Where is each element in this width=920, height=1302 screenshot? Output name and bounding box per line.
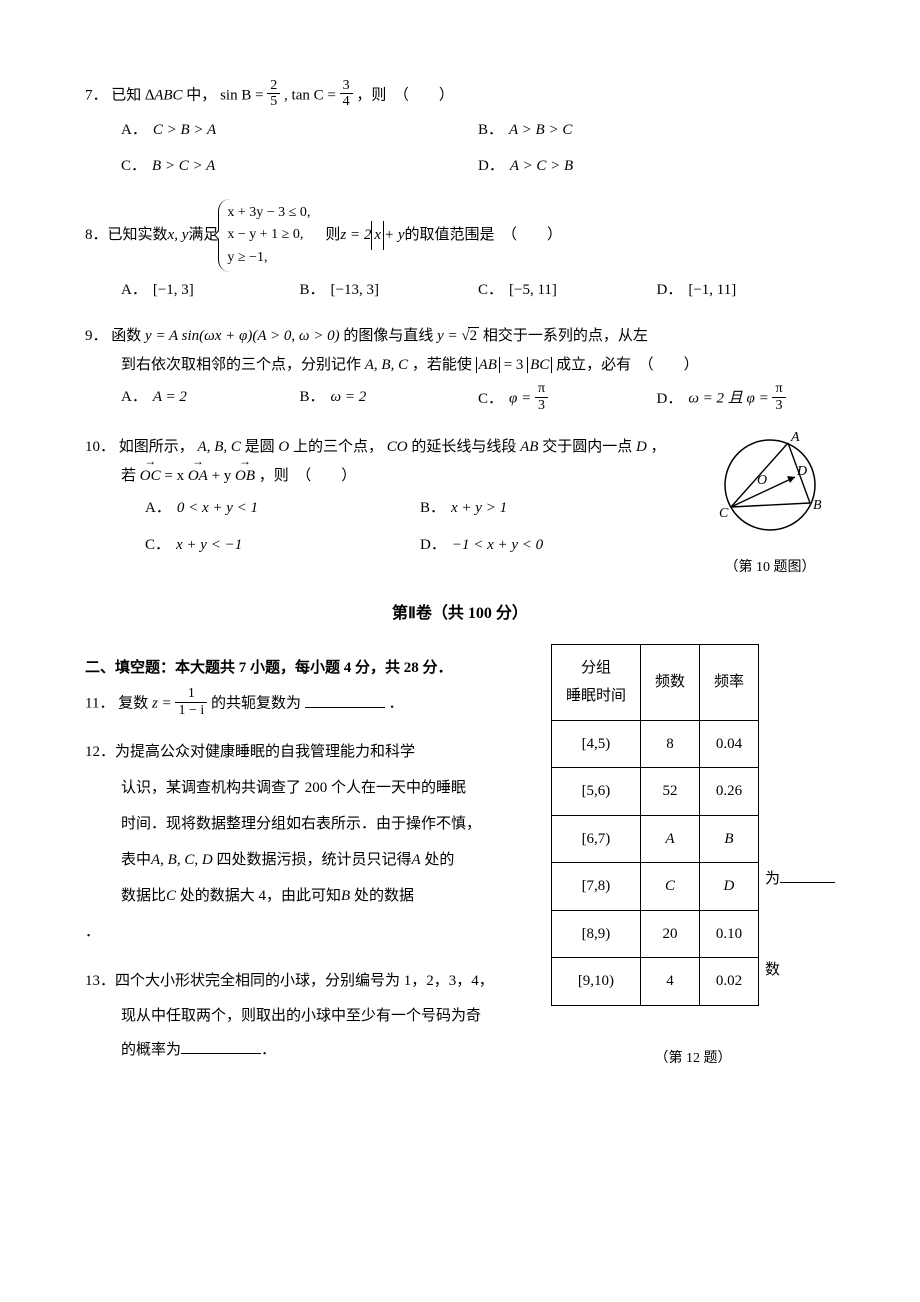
vector-ob: OB: [235, 462, 255, 491]
table-row: [4,5)80.04: [551, 720, 758, 768]
vector-oc: OC: [140, 462, 161, 491]
frequency-table: 分组睡眠时间 频数 频率 [4,5)80.04 [5,6)520.26 [6,7…: [551, 644, 759, 1006]
vector-oa: OA: [188, 462, 208, 491]
question-7: 7． 已知 ∆ABC 中， sin B = 2 5 , tan C = 3 4 …: [85, 80, 835, 185]
opt-d: D．ω = 2 且 φ = π3: [657, 379, 836, 419]
opt-b: B．A > B > C: [478, 112, 835, 149]
question-11: 11． 复数 z = 1 1 − i 的共轭复数为 ．: [85, 688, 529, 720]
fraction: 3 4: [340, 78, 353, 110]
opt-c: C．[−5, 11]: [478, 272, 657, 309]
q8-stem: 8． 已知实数 x, y 满足 x + 3y − 3 ≤ 0, x − y + …: [85, 199, 835, 272]
q-num: 11．: [85, 696, 114, 712]
equation-system: x + 3y − 3 ≤ 0, x − y + 1 ≥ 0, y ≥ −1,: [218, 199, 310, 272]
label-b: B: [813, 498, 822, 513]
section-2-body: 二、填空题：本大题共 7 小题，每小题 4 分，共 28 分． 11． 复数 z…: [85, 644, 835, 1082]
opt-d: D．−1 < x + y < 0: [420, 527, 695, 564]
q12-fig-caption: （第 12 题）: [551, 1046, 835, 1073]
sqrt-2: 2: [461, 322, 479, 351]
table-row: [9,10)40.02: [551, 958, 758, 1006]
opt-c: C．B > C > A: [121, 148, 478, 185]
q-num: 12．: [85, 744, 115, 760]
q9-stem-l2: 到右依次取相邻的三个点，分别记作 A, B, C ，若能使 AB = 3 BC …: [121, 351, 835, 380]
circle-diagram-icon: A B C O D: [705, 425, 835, 540]
opt-c: C．φ = π3: [478, 379, 657, 419]
table-row: [5,6)520.26: [551, 768, 758, 816]
q-num: 8．: [85, 221, 108, 250]
opt-b: B．x + y > 1: [420, 490, 695, 527]
section-2-title: 第Ⅱ卷（共 100 分）: [85, 599, 835, 629]
question-12: 12．为提高公众对健康睡眠的自我管理能力和科学 认识，某调查机构共调查了 200…: [85, 734, 529, 950]
q-num: 10．: [85, 439, 115, 455]
q10-stem-l2: 若 OC = x OA + y OB ，则 （ ）: [121, 462, 695, 491]
table-row: [6,7)AB: [551, 815, 758, 863]
fraction: 2 5: [267, 78, 280, 110]
opt-d: D．A > C > B: [478, 148, 835, 185]
table-header: 分组睡眠时间 频数 频率: [551, 644, 758, 720]
q10-figure: A B C O D （第 10 题图）: [705, 425, 835, 581]
q7-options: A．C > B > A B．A > B > C C．B > C > A D．A …: [121, 112, 835, 185]
fill-heading: 二、填空题：本大题共 7 小题，每小题 4 分，共 28 分．: [85, 654, 529, 683]
fraction: 1 1 − i: [175, 686, 207, 718]
question-8: 8． 已知实数 x, y 满足 x + 3y − 3 ≤ 0, x − y + …: [85, 199, 835, 309]
fraction: π3: [772, 381, 785, 413]
opt-c: C．x + y < −1: [145, 527, 420, 564]
question-10: 10． 如图所示， A, B, C 是圆 O 上的三个点， CO 的延长线与线段…: [85, 433, 835, 581]
question-13: 13．四个大小形状完全相同的小球，分别编号为 1，2，3，4， 现从中任取两个，…: [85, 964, 529, 1068]
opt-a: A．A = 2: [121, 379, 300, 419]
triangle-abc: ∆ABC: [145, 87, 183, 103]
table-column: 分组睡眠时间 频数 频率 [4,5)80.04 [5,6)520.26 [6,7…: [551, 644, 835, 1073]
table-row: [7,8)CD: [551, 863, 758, 911]
opt-a: A．C > B > A: [121, 112, 478, 149]
q-num: 9．: [85, 328, 108, 344]
label-o: O: [757, 473, 767, 488]
q8-options: A．[−1, 3] B．[−13, 3] C．[−5, 11] D．[−1, 1…: [121, 272, 835, 309]
blank-12: [780, 868, 835, 883]
abs-ab: AB: [476, 357, 500, 373]
table-row: [8,9)200.10: [551, 910, 758, 958]
opt-b: B．[−13, 3]: [300, 272, 479, 309]
question-9: 9． 函数 y = A sin(ωx + φ)(A > 0, ω > 0) 的图…: [85, 322, 835, 419]
fraction: π3: [535, 381, 548, 413]
q9-stem-l1: 9． 函数 y = A sin(ωx + φ)(A > 0, ω > 0) 的图…: [85, 322, 835, 351]
blank-13: [181, 1039, 261, 1054]
opt-a: A．0 < x + y < 1: [145, 490, 420, 527]
q-num: 13．: [85, 973, 115, 989]
opt-a: A．[−1, 3]: [121, 272, 300, 309]
abs-x: x: [371, 221, 384, 250]
q-num: 7．: [85, 87, 108, 103]
label-d: D: [796, 464, 807, 479]
abs-bc: BC: [527, 357, 552, 373]
q10-fig-caption: （第 10 题图）: [705, 555, 835, 582]
opt-d: D．[−1, 11]: [657, 272, 836, 309]
label-c: C: [719, 506, 729, 521]
blank-11: [305, 693, 385, 708]
q10-options: A．0 < x + y < 1 B．x + y > 1 C．x + y < −1…: [145, 490, 695, 563]
label-a: A: [790, 430, 800, 445]
q7-stem: 7． 已知 ∆ABC 中， sin B = 2 5 , tan C = 3 4 …: [85, 80, 835, 112]
q10-stem-l1: 10． 如图所示， A, B, C 是圆 O 上的三个点， CO 的延长线与线段…: [85, 433, 695, 462]
opt-b: B．ω = 2: [300, 379, 479, 419]
q9-options: A．A = 2 B．ω = 2 C．φ = π3 D．ω = 2 且 φ = π…: [121, 379, 835, 419]
